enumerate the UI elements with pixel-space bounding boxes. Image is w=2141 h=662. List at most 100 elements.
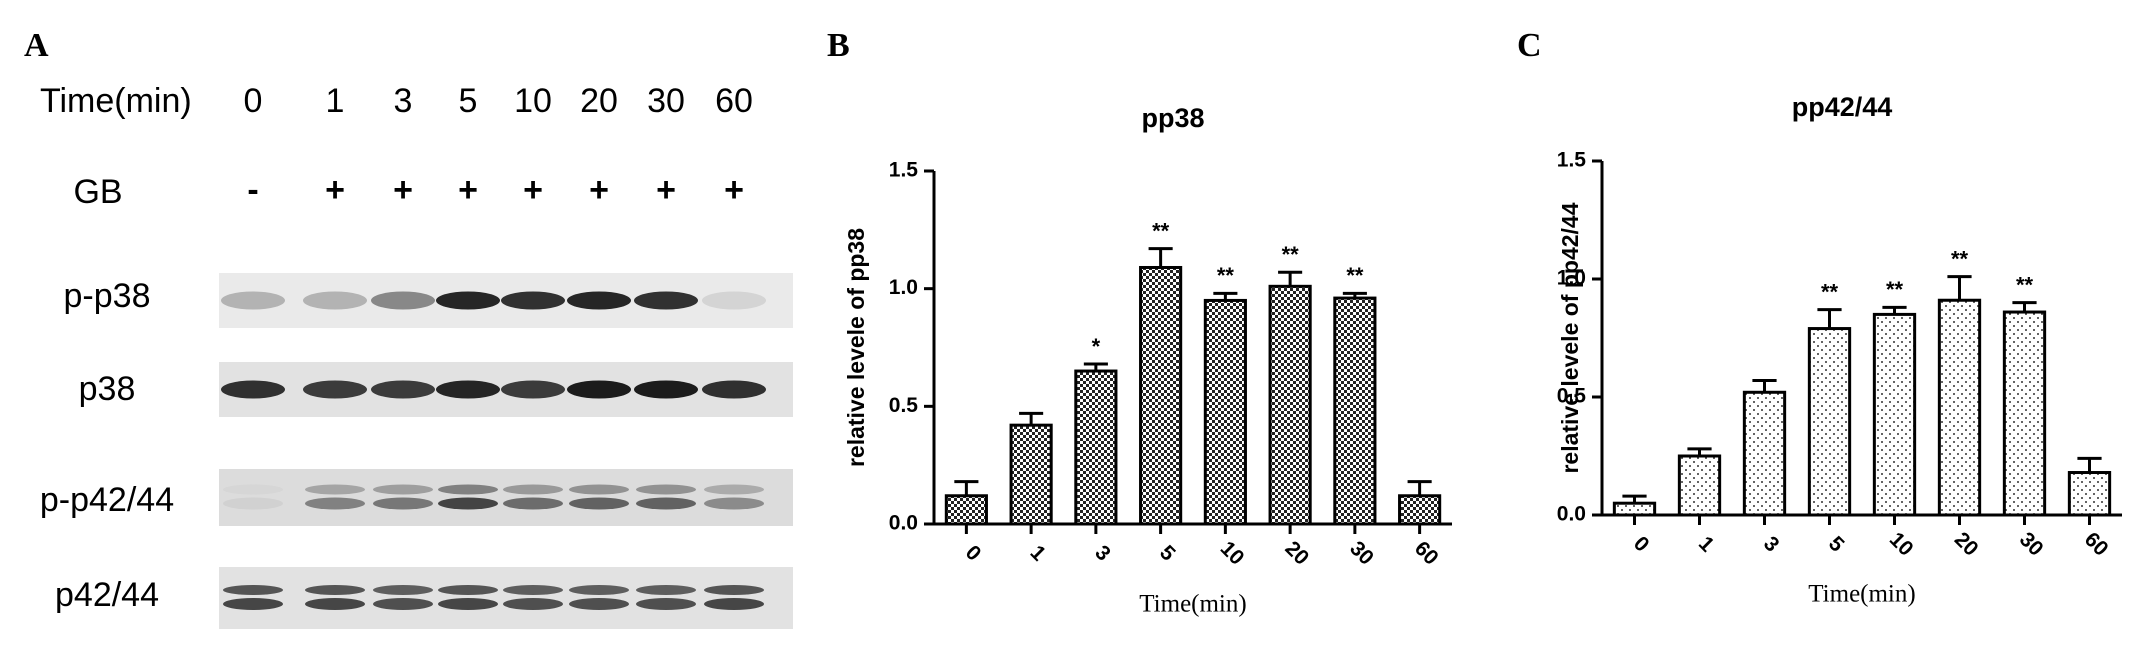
y-tick-label: 1.0 — [1557, 267, 1586, 290]
band — [569, 598, 629, 610]
y-axis-label: relative levele of pp38 — [843, 228, 869, 467]
band — [223, 598, 283, 610]
time-value: 10 — [514, 82, 552, 120]
band — [436, 291, 500, 310]
band — [503, 497, 563, 510]
band — [303, 291, 367, 310]
bar — [1872, 312, 1917, 517]
bar — [1807, 327, 1852, 517]
panel-letter: C — [1517, 27, 1542, 64]
y-tick-label: 0.5 — [1557, 385, 1587, 408]
y-tick-label: 0.5 — [889, 394, 919, 417]
band — [438, 497, 498, 510]
y-tick-label: 0.0 — [1557, 503, 1586, 526]
band — [438, 598, 498, 610]
band — [704, 598, 764, 610]
band — [371, 380, 435, 399]
treatment-sign: + — [589, 171, 609, 209]
band — [503, 598, 563, 610]
band — [636, 497, 696, 510]
time-label: Time(min) — [40, 82, 192, 120]
significance-label: * — [1092, 334, 1101, 359]
x-tick-label: 5 — [1155, 541, 1180, 566]
chart-title: pp42/44 — [1792, 92, 1893, 122]
band — [634, 291, 698, 310]
band — [702, 380, 766, 399]
time-value: 3 — [394, 82, 413, 120]
treatment-sign: - — [247, 171, 258, 209]
x-tick-label: 20 — [1950, 528, 1983, 561]
x-tick-label: 10 — [1885, 528, 1918, 561]
band — [438, 484, 498, 495]
x-tick-label: 5 — [1824, 532, 1849, 557]
significance-label: ** — [1821, 279, 1839, 304]
band — [501, 380, 565, 399]
band — [636, 585, 696, 595]
time-value: 20 — [580, 82, 618, 120]
x-axis-label: Time(min) — [1139, 591, 1246, 618]
significance-label: ** — [1886, 277, 1904, 302]
x-tick-label: 60 — [1410, 537, 1443, 570]
band — [501, 291, 565, 310]
band — [371, 291, 435, 310]
bar — [1268, 284, 1312, 526]
panel-letter: B — [827, 27, 850, 64]
x-tick-label: 10 — [1216, 537, 1249, 570]
bar — [1742, 390, 1787, 517]
treatment-sign: + — [724, 171, 744, 209]
y-tick-label: 1.5 — [889, 159, 919, 182]
bar — [2067, 471, 2112, 517]
band — [305, 497, 365, 510]
bar — [1139, 265, 1183, 526]
band — [436, 380, 500, 399]
x-tick-label: 30 — [1345, 537, 1378, 570]
x-tick-label: 3 — [1759, 532, 1784, 557]
bar — [1203, 298, 1247, 526]
band — [704, 585, 764, 595]
treatment-sign: + — [656, 171, 676, 209]
bar — [1333, 296, 1377, 526]
band — [569, 484, 629, 495]
band — [305, 484, 365, 495]
band — [636, 484, 696, 495]
x-tick-label: 0 — [1629, 532, 1654, 557]
band — [503, 585, 563, 595]
treatment-sign: + — [393, 171, 413, 209]
bar — [1074, 369, 1118, 526]
band — [305, 598, 365, 610]
band-label: p38 — [79, 370, 136, 408]
band-label: p42/44 — [55, 576, 159, 614]
x-axis-label: Time(min) — [1808, 581, 1915, 608]
x-tick-label: 30 — [2015, 528, 2048, 561]
blot-strip — [219, 469, 793, 526]
significance-label: ** — [1346, 263, 1364, 288]
significance-label: ** — [1152, 218, 1170, 243]
band — [223, 485, 283, 495]
treatment-sign: + — [458, 171, 478, 209]
time-value: 30 — [647, 82, 685, 120]
x-tick-label: 1 — [1026, 541, 1051, 566]
band-label: p-p38 — [64, 277, 151, 315]
band — [634, 380, 698, 399]
significance-label: ** — [1282, 242, 1300, 267]
band — [373, 585, 433, 595]
y-tick-label: 1.0 — [889, 276, 918, 299]
band — [503, 484, 563, 495]
bar — [1398, 494, 1442, 526]
band — [373, 484, 433, 495]
chart-title: pp38 — [1141, 103, 1204, 133]
bar — [1612, 501, 1657, 517]
significance-label: ** — [1217, 263, 1235, 288]
band — [223, 585, 283, 595]
band — [569, 585, 629, 595]
band — [223, 497, 283, 510]
x-tick-label: 0 — [961, 541, 986, 566]
bar — [944, 494, 988, 526]
band — [221, 291, 285, 310]
treatment-label: GB — [73, 173, 122, 211]
band — [702, 291, 766, 310]
band — [569, 497, 629, 510]
time-value: 60 — [715, 82, 753, 120]
band — [373, 598, 433, 610]
bar — [1677, 454, 1722, 517]
